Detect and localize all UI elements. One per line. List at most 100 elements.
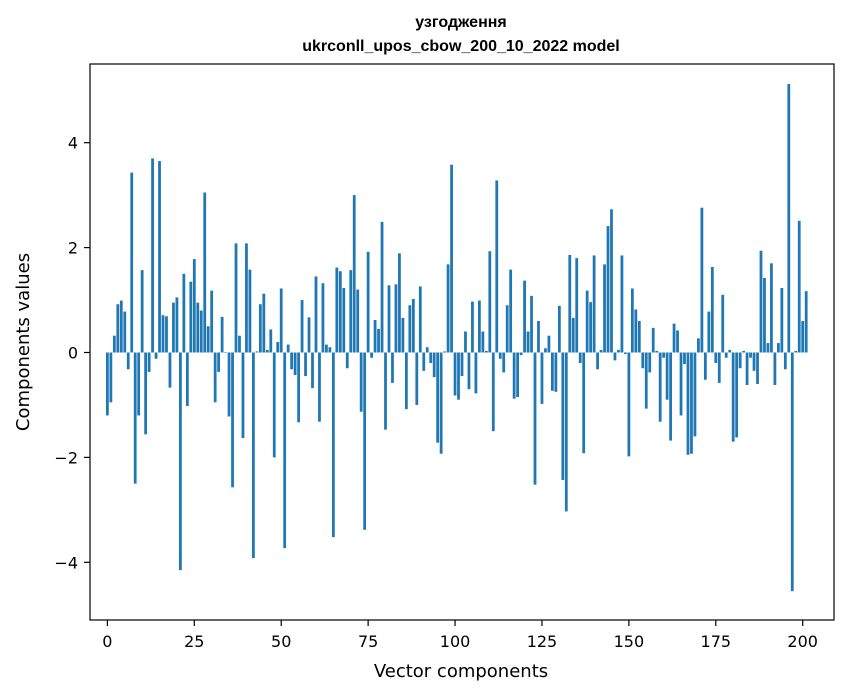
bar-157	[651, 327, 655, 353]
bar-165	[679, 352, 683, 416]
bar-57	[304, 352, 307, 377]
bar-37	[234, 243, 238, 353]
bar-153	[637, 321, 641, 353]
bar-24	[189, 281, 193, 353]
bar-141	[596, 352, 599, 370]
x-tick-label: 125	[527, 632, 558, 651]
bar-99	[450, 164, 453, 353]
bar-116	[509, 269, 513, 353]
bar-142	[599, 349, 603, 353]
bar-130	[557, 305, 561, 353]
bar-9	[137, 352, 141, 416]
bar-35	[227, 352, 231, 417]
bar-144	[606, 226, 610, 353]
bar-62	[321, 283, 325, 353]
bar-28	[203, 192, 207, 353]
bar-201	[804, 291, 808, 353]
bar-71	[352, 195, 356, 353]
bar-105	[471, 301, 474, 353]
y-tick-label: −4	[54, 553, 78, 572]
bar-151	[630, 288, 634, 353]
bar-109	[484, 350, 488, 353]
bar-100	[453, 352, 457, 396]
bar-75	[366, 251, 370, 353]
bar-3	[116, 304, 120, 353]
bar-98	[446, 264, 450, 353]
bar-189	[763, 278, 766, 353]
bar-84	[398, 253, 401, 353]
bar-185	[749, 352, 752, 358]
bar-41	[248, 269, 252, 353]
bar-150	[627, 352, 631, 457]
bar-200	[801, 321, 805, 353]
bar-106	[474, 352, 478, 394]
bar-14	[154, 352, 158, 359]
bar-74	[363, 352, 367, 530]
bar-163	[672, 323, 676, 353]
bar-69	[345, 352, 349, 369]
bar-87	[408, 305, 412, 353]
bar-83	[394, 284, 398, 353]
bar-183	[742, 350, 745, 353]
bar-39	[241, 352, 245, 438]
bar-148	[620, 255, 624, 353]
bar-72	[356, 289, 360, 353]
bar-132	[564, 352, 568, 512]
bar-77	[373, 319, 377, 353]
bar-167	[686, 352, 690, 455]
bar-172	[703, 352, 707, 380]
bar-180	[731, 352, 735, 442]
bar-145	[610, 209, 613, 353]
bar-89	[415, 352, 419, 405]
bar-58	[307, 317, 311, 353]
bar-161	[665, 352, 669, 400]
bar-192	[773, 352, 777, 386]
bar-42	[252, 352, 255, 559]
bar-20	[175, 297, 179, 353]
y-tick-label: 4	[68, 134, 78, 153]
bar-102	[460, 352, 464, 377]
bar-135	[575, 258, 579, 353]
bar-195	[783, 352, 787, 370]
bar-8	[133, 352, 137, 484]
bar-103	[464, 331, 467, 353]
bar-97	[443, 351, 447, 353]
bar-143	[603, 264, 606, 353]
bar-49	[276, 342, 280, 353]
bar-96	[439, 352, 443, 454]
y-axis-ticks: −4 −2 0 2 4	[54, 134, 90, 572]
bar-6	[126, 352, 130, 370]
bar-36	[231, 352, 234, 488]
bar-149	[624, 352, 627, 355]
bar-125	[540, 352, 544, 404]
bar-76	[370, 352, 373, 358]
bar-30	[210, 290, 214, 353]
x-tick-label: 50	[271, 632, 291, 651]
bar-174	[710, 266, 714, 353]
y-tick-label: 0	[68, 343, 78, 362]
bar-175	[714, 352, 718, 363]
bar-68	[342, 287, 346, 353]
bar-110	[488, 251, 492, 353]
bar-181	[735, 352, 739, 438]
bar-60	[314, 276, 318, 353]
chart-subtitle: ukrconll_upos_cbow_200_10_2022 model	[302, 38, 619, 55]
bar-177	[721, 294, 725, 353]
bar-160	[662, 352, 666, 358]
bar-128	[551, 352, 554, 391]
bar-4	[119, 300, 123, 353]
bar-123	[533, 352, 537, 485]
bar-171	[700, 207, 704, 353]
bar-46	[265, 349, 269, 353]
bar-73	[359, 352, 363, 412]
bar-196	[787, 83, 791, 353]
bar-194	[780, 287, 784, 353]
plot-frame	[89, 63, 835, 621]
y-tick-label: −2	[54, 448, 78, 467]
bar-186	[752, 352, 756, 371]
bar-104	[467, 352, 471, 390]
bar-10	[140, 270, 144, 353]
bar-127	[547, 335, 551, 353]
bar-25	[192, 259, 196, 353]
